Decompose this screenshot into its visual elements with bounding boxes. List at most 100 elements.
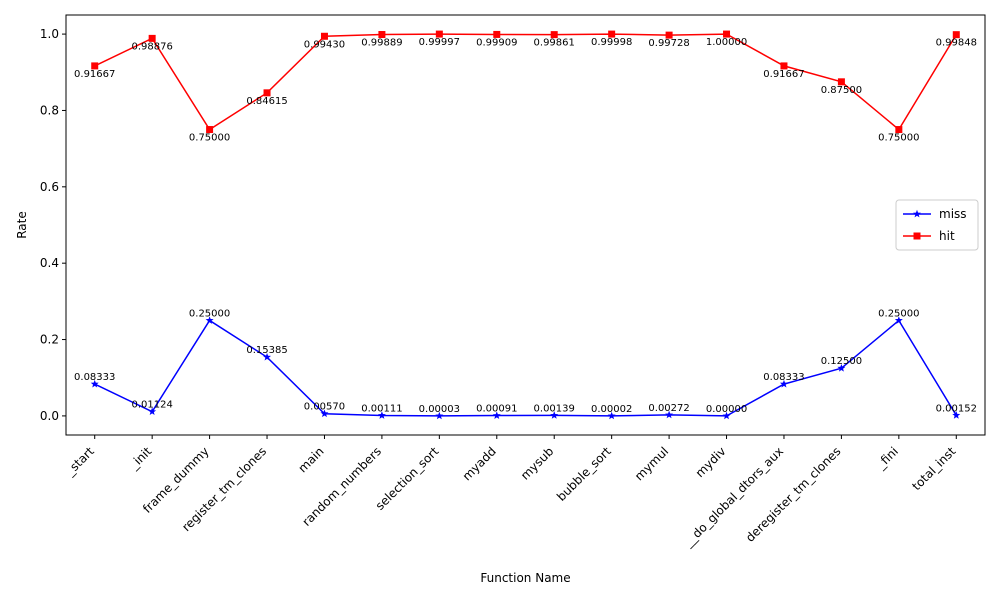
data-label-hit: 0.99997 (419, 37, 460, 48)
y-tick-label: 0.4 (40, 256, 59, 270)
data-point-hit (148, 34, 156, 42)
legend-label-miss: miss (939, 207, 967, 221)
data-label-hit: 0.75000 (878, 133, 919, 144)
data-label-miss: 0.00570 (304, 402, 345, 413)
x-axis-label: Function Name (480, 571, 570, 585)
x-tick-label: bubble_sort (554, 444, 614, 504)
x-tick-label: _start (62, 444, 97, 479)
series-miss (90, 316, 961, 420)
data-point-hit (435, 30, 443, 38)
data-point-hit (780, 62, 788, 70)
data-label-hit: 0.99889 (361, 38, 402, 49)
data-point-hit (320, 32, 328, 40)
data-point-hit (837, 78, 845, 86)
data-label-miss: 0.00139 (534, 403, 575, 414)
data-point-miss (894, 316, 903, 324)
data-label-hit: 0.99998 (591, 37, 632, 48)
data-label-layer: 0.08333 0.01124 0.25000 0.15385 0.00570 0.001… (74, 37, 977, 415)
y-axis-label: Rate (15, 211, 29, 239)
data-point-miss (550, 411, 559, 419)
data-label-miss: 0.08333 (763, 372, 804, 383)
x-axis-ticks: _start _initframe_dummyregister_tm_clones… (62, 435, 959, 550)
data-point-hit (723, 30, 731, 38)
series-hit (91, 30, 960, 134)
data-label-miss: 0.00000 (706, 404, 747, 415)
series-line-hit (94, 33, 957, 131)
data-point-miss (779, 379, 788, 388)
data-point-miss (435, 411, 444, 420)
data-label-hit: 0.91667 (74, 69, 115, 80)
x-tick-label: _init (126, 444, 154, 472)
data-point-hit (493, 30, 501, 38)
data-point-miss (205, 316, 214, 324)
data-label-miss: 0.00002 (591, 404, 632, 415)
data-point-miss (837, 363, 846, 372)
data-label-miss: 0.00152 (936, 403, 977, 414)
legend-marker-hit (913, 232, 921, 240)
x-tick-label: mydiv (693, 444, 729, 480)
y-tick-label: 0.0 (40, 409, 59, 423)
series-line-miss (94, 319, 957, 417)
data-point-miss (722, 411, 731, 420)
y-tick-label: 0.8 (40, 103, 59, 117)
data-point-hit (952, 31, 960, 39)
data-label-miss: 0.00111 (361, 403, 402, 414)
data-label-hit: 0.99861 (534, 38, 575, 49)
data-label-miss: 0.25000 (189, 308, 230, 319)
data-label-hit: 0.75000 (189, 133, 230, 144)
data-point-hit (91, 62, 99, 70)
data-point-hit (378, 31, 386, 39)
series-layer (90, 30, 961, 420)
data-point-miss (952, 411, 961, 419)
x-tick-label: main (295, 444, 326, 475)
plot-area-frame (65, 14, 986, 436)
data-point-miss (607, 411, 616, 420)
data-label-miss: 0.25000 (878, 308, 919, 319)
data-label-miss: 0.00272 (648, 403, 689, 414)
data-point-miss (263, 352, 272, 361)
data-label-miss: 0.15385 (246, 345, 287, 356)
data-point-miss (665, 410, 674, 419)
y-tick-label: 1.0 (40, 27, 59, 41)
data-label-hit: 0.99728 (648, 38, 689, 49)
data-label-hit: 0.84615 (246, 96, 287, 107)
data-label-hit: 0.99909 (476, 37, 517, 48)
x-tick-label: total_inst (909, 444, 958, 493)
data-label-miss: 0.00003 (419, 404, 460, 415)
x-tick-label: __do_global_dtors_aux (680, 444, 786, 550)
legend-label-hit: hit (939, 229, 955, 243)
data-label-miss: 0.12500 (821, 356, 862, 367)
x-tick-label: myadd (460, 444, 499, 483)
data-point-hit (206, 126, 214, 134)
data-point-miss (377, 411, 386, 419)
y-axis-ticks: 0.0 0.2 0.4 0.6 0.8 1.0 (40, 27, 66, 423)
data-label-hit: 0.99430 (304, 39, 345, 50)
data-label-hit: 1.00000 (706, 37, 747, 48)
data-label-hit: 0.98876 (131, 41, 172, 52)
x-tick-label: _fini (873, 444, 901, 472)
data-point-miss (148, 407, 157, 416)
legend-marker-miss (913, 209, 921, 218)
data-point-hit (550, 31, 558, 39)
x-tick-label: deregister_tm_clones (743, 444, 844, 545)
legend: miss hit (895, 199, 979, 251)
data-label-hit: 0.91667 (763, 69, 804, 80)
data-point-hit (895, 126, 903, 134)
x-tick-label: mymul (632, 444, 671, 483)
data-point-miss (320, 409, 329, 418)
data-point-hit (608, 30, 616, 38)
data-label-hit: 0.87500 (821, 85, 862, 96)
data-point-hit (263, 89, 271, 97)
data-label-hit: 0.99848 (936, 38, 977, 49)
y-tick-label: 0.6 (40, 180, 59, 194)
data-point-miss (90, 379, 99, 388)
data-label-miss: 0.08333 (74, 372, 115, 383)
data-point-hit (665, 31, 673, 39)
data-label-miss: 0.00091 (476, 404, 517, 415)
x-tick-label: mysub (518, 444, 556, 482)
y-tick-label: 0.2 (40, 333, 59, 347)
data-label-miss: 0.01124 (131, 400, 172, 411)
data-point-miss (492, 411, 501, 419)
